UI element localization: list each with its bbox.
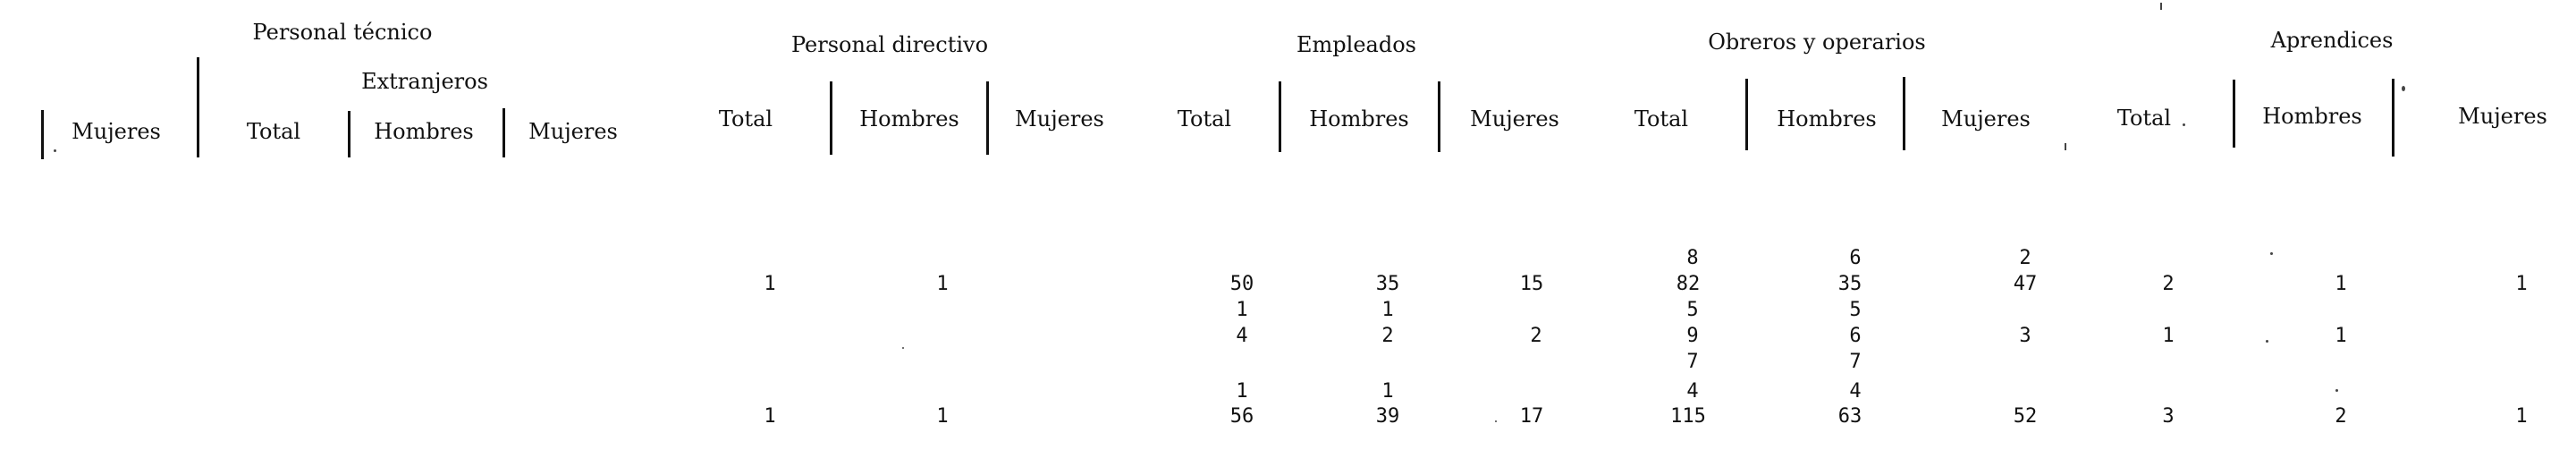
group-aprendices: Aprendices — [2270, 28, 2394, 53]
table-cell: 63 — [1837, 405, 1862, 428]
col-emp-total: Total — [1177, 106, 1232, 131]
group-extranjeros: Extranjeros — [361, 69, 488, 94]
column-rule — [1279, 81, 1281, 152]
table-cell: 1 — [764, 405, 776, 428]
table-cell: 115 — [1670, 405, 1706, 428]
group-empleados: Empleados — [1296, 32, 1416, 57]
table-cell: 2 — [1530, 325, 1542, 347]
table-cell: 2 — [2162, 273, 2175, 295]
column-rule — [2392, 79, 2394, 157]
col-apr-mujeres: Mujeres — [2458, 104, 2547, 129]
scan-speck — [1495, 420, 1497, 422]
table-cell: 3 — [2019, 325, 2031, 347]
col-apr-hombres: Hombres — [2262, 104, 2362, 129]
table-cell: 1 — [2335, 273, 2347, 295]
col-dir-mujeres: Mujeres — [1015, 106, 1104, 131]
table-cell: 35 — [1837, 273, 1862, 295]
scan-speck — [2335, 389, 2338, 392]
table-cell: 1 — [1381, 380, 1394, 403]
table-cell: 2 — [2019, 247, 2031, 269]
table-cell: 1 — [1236, 380, 1248, 403]
column-rule — [986, 81, 989, 155]
table-cell: 15 — [1519, 273, 1544, 295]
table-cell: 4 — [1236, 325, 1248, 347]
column-rule — [41, 110, 44, 159]
table-cell: 4 — [1849, 380, 1862, 403]
column-rule — [1438, 81, 1440, 152]
table-cell: 5 — [1849, 299, 1862, 321]
col-dir-hombres: Hombres — [859, 106, 959, 131]
scan-speck — [2183, 123, 2185, 126]
table-cell: 47 — [2013, 273, 2038, 295]
col-ext-mujeres: Mujeres — [528, 119, 618, 144]
table-cell: 6 — [1849, 325, 1862, 347]
col-apr-total: Total — [2116, 106, 2172, 131]
table-cell: 82 — [1676, 273, 1701, 295]
group-personal-tecnico: Personal técnico — [252, 20, 433, 45]
table-cell: 4 — [1686, 380, 1699, 403]
column-rule — [1903, 77, 1905, 150]
table-cell: 2 — [1381, 325, 1394, 347]
table-cell: 3 — [2162, 405, 2175, 428]
table-cell: 7 — [1686, 351, 1699, 373]
table-cell: 1 — [2335, 325, 2347, 347]
col-pt-mujeres: Mujeres — [72, 119, 161, 144]
table-cell: 9 — [1686, 325, 1699, 347]
table-cell: 1 — [2162, 325, 2175, 347]
column-rule — [503, 108, 505, 157]
table-cell: 1 — [2515, 273, 2528, 295]
table-cell: 1 — [1236, 299, 1248, 321]
scan-speck — [2065, 143, 2066, 150]
column-rule — [1745, 79, 1748, 150]
scan-speck — [2270, 252, 2273, 255]
group-obreros-operarios: Obreros y operarios — [1708, 30, 1926, 55]
table-cell: 5 — [1686, 299, 1699, 321]
scan-speck — [2266, 340, 2268, 343]
table-cell: 56 — [1229, 405, 1254, 428]
table-cell: 2 — [2335, 405, 2347, 428]
scan-speck — [2402, 86, 2405, 91]
scan-speck — [902, 347, 904, 349]
table-cell: 8 — [1686, 247, 1699, 269]
col-obr-hombres: Hombres — [1777, 106, 1877, 131]
column-rule — [197, 57, 199, 157]
table-cell: 17 — [1519, 405, 1544, 428]
table-cell: 1 — [1381, 299, 1394, 321]
col-ext-total: Total — [246, 119, 301, 144]
col-dir-total: Total — [718, 106, 773, 131]
scan-speck — [54, 149, 56, 152]
col-obr-mujeres: Mujeres — [1941, 106, 2031, 131]
table-cell: 1 — [2515, 405, 2528, 428]
table-cell: 7 — [1849, 351, 1862, 373]
col-emp-mujeres: Mujeres — [1470, 106, 1559, 131]
table-cell: 1 — [936, 273, 949, 295]
col-emp-hombres: Hombres — [1309, 106, 1409, 131]
table-cell: 50 — [1229, 273, 1254, 295]
column-rule — [348, 111, 351, 157]
group-personal-directivo: Personal directivo — [790, 32, 989, 57]
table-cell: 35 — [1375, 273, 1400, 295]
column-rule — [830, 81, 832, 155]
table-cell: 1 — [764, 273, 776, 295]
table-cell: 1 — [936, 405, 949, 428]
table-cell: 52 — [2013, 405, 2038, 428]
table-cell: 6 — [1849, 247, 1862, 269]
column-rule — [2233, 80, 2235, 148]
col-obr-total: Total — [1634, 106, 1689, 131]
table-cell: 39 — [1375, 405, 1400, 428]
scan-speck — [2160, 3, 2162, 10]
col-ext-hombres: Hombres — [374, 119, 474, 144]
